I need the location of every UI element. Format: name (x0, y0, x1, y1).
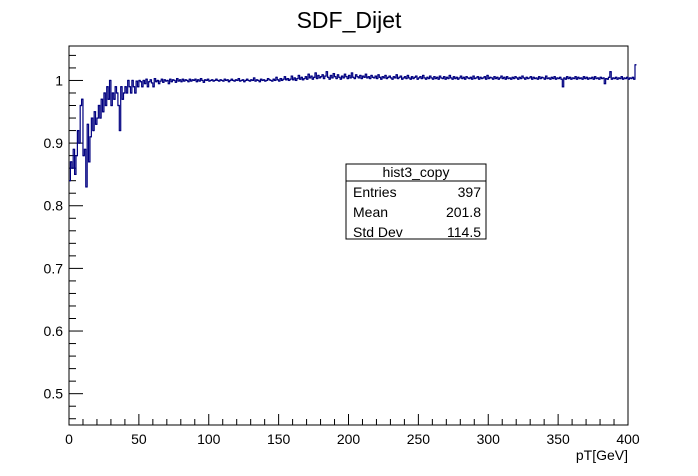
y-tick-label: 0.6 (44, 323, 64, 339)
x-tick-label: 300 (477, 431, 501, 447)
x-tick-label: 100 (197, 431, 221, 447)
y-tick-label: 1 (55, 72, 63, 88)
x-axis: 0 50 100 150 200 250 300 350 400 (65, 414, 640, 447)
stats-entries-value: 397 (458, 184, 482, 200)
y-tick-label: 0.8 (44, 198, 64, 214)
stats-box-title: hist3_copy (383, 164, 450, 180)
x-tick-label: 400 (616, 431, 640, 447)
stats-stddev-label: Std Dev (353, 224, 403, 240)
x-axis-label: pT[GeV] (576, 447, 628, 463)
stats-stddev-value: 114.5 (447, 224, 481, 240)
chart-title: SDF_Dijet (297, 7, 402, 33)
x-tick-label: 200 (337, 431, 361, 447)
x-tick-label: 150 (267, 431, 291, 447)
stats-box-border (345, 163, 487, 240)
histogram-bins (69, 64, 637, 188)
y-axis: 0.5 0.6 0.7 0.8 0.9 1 (44, 54, 83, 420)
y-tick-label: 0.7 (44, 260, 64, 276)
x-tick-label: 350 (546, 431, 570, 447)
x-tick-label: 0 (65, 431, 73, 447)
stats-mean-value: 201.8 (446, 204, 481, 220)
x-tick-label: 250 (407, 431, 431, 447)
stats-box: hist3_copy Entries 397 Mean 201.8 Std De… (345, 163, 487, 240)
y-tick-label: 0.9 (44, 135, 64, 151)
x-tick-label: 50 (131, 431, 147, 447)
stats-entries-label: Entries (353, 184, 397, 200)
y-tick-label: 0.5 (44, 386, 64, 402)
stats-mean-label: Mean (353, 204, 388, 220)
